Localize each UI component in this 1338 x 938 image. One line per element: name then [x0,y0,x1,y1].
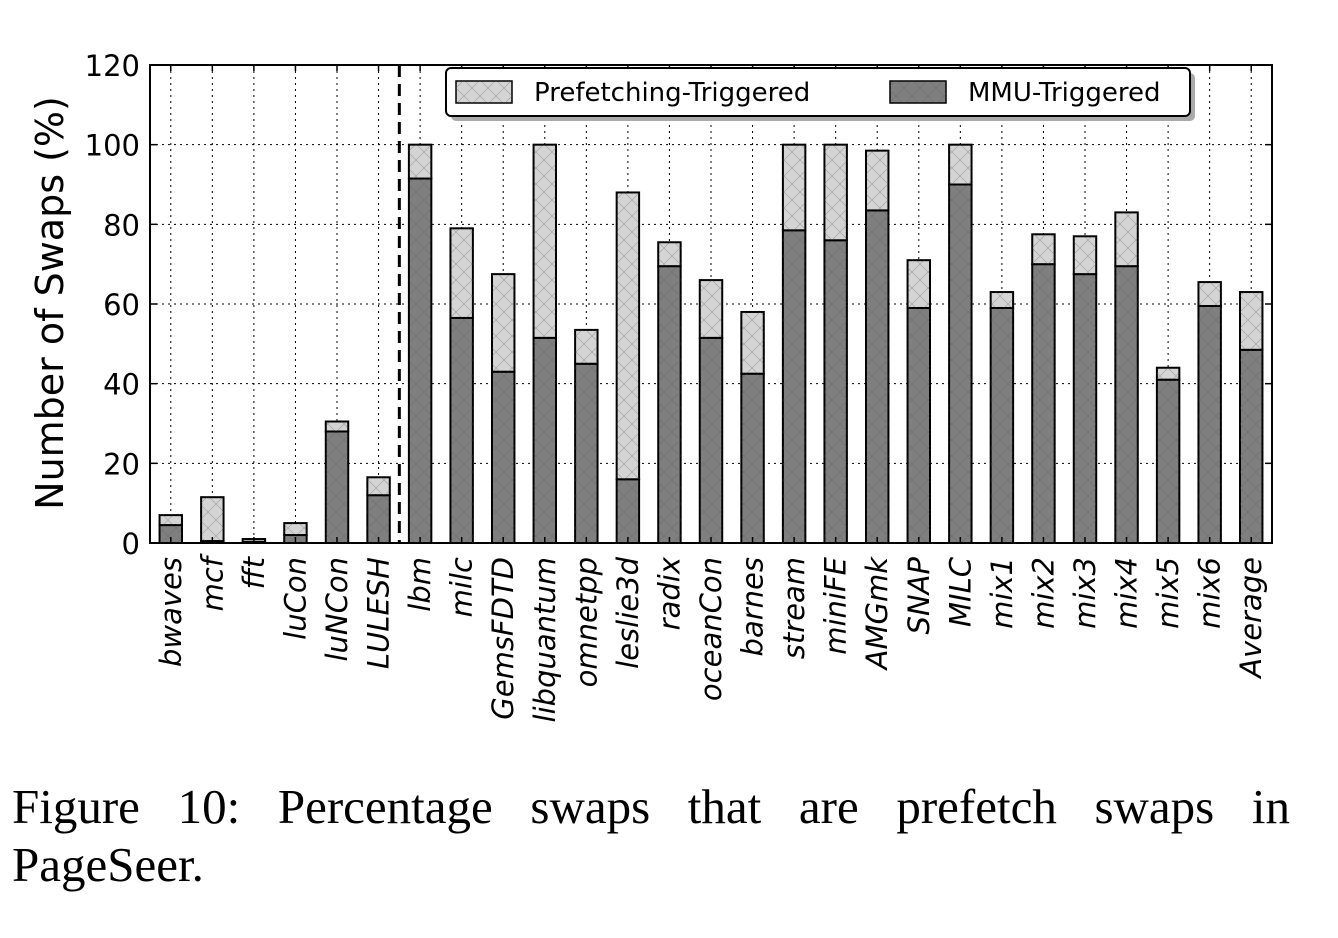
bar-mmu-hatch [1156,379,1180,543]
bar-prefetch-hatch [450,228,473,318]
legend-swatch-hatch [890,81,946,103]
x-tick-label: lbm [403,557,437,612]
bar-prefetch-hatch [782,144,806,231]
bar-prefetch-hatch [907,260,930,308]
bar-mmu-hatch [741,373,764,543]
x-tick-label: mix1 [985,557,1019,629]
y-tick-label: 120 [85,49,140,83]
x-tick-label: leslie3d [611,556,645,668]
bar-prefetch-hatch [325,421,349,432]
bar-mmu-hatch [658,266,681,543]
bar-prefetch-hatch [201,497,224,542]
bar-prefetch-hatch [284,523,307,536]
x-tick-label: milc [445,557,479,617]
x-tick-label: oceanCon [694,557,728,701]
x-tick-label: Average [1234,557,1268,680]
y-tick-label: 100 [85,129,140,163]
bar-prefetch-hatch [824,144,847,241]
bar-mmu-hatch [408,178,432,543]
bar-prefetch-hatch [575,329,598,364]
bar-mmu-hatch [1032,264,1055,543]
figure-caption: Figure 10: Percentage swaps that are pre… [12,779,1290,892]
bars [158,143,1264,545]
bar-mmu-hatch [575,363,598,543]
x-tick-label: mix6 [1193,557,1227,629]
bar-prefetch-hatch [658,242,681,267]
y-tick-label: 40 [103,368,140,402]
grid [150,65,1272,543]
bar-mmu-hatch [159,525,182,543]
bar-prefetch-hatch [367,477,390,496]
x-tick-label: mix4 [1110,557,1144,629]
bar-mmu-hatch [824,240,847,543]
x-tick-label: miniFE [819,556,853,654]
x-tick-label: AMGmk [860,556,894,672]
bar-prefetch-hatch [1198,282,1221,306]
x-tick-label: omnetpp [569,557,603,687]
x-tick-label: luNCon [320,557,354,662]
y-tick-label: 0 [122,527,140,561]
x-tick-label: mix2 [1026,557,1060,629]
legend-label: Prefetching-Triggered [534,78,810,108]
bar-prefetch-hatch [866,150,889,211]
legend: Prefetching-Triggered MMU-Triggered [445,67,1195,121]
x-tick-label: luCon [278,557,312,640]
bar-prefetch-hatch [492,274,515,372]
x-tick-label: stream [777,557,811,659]
bar-mmu-hatch [907,307,930,543]
x-tick-label: mix5 [1151,557,1185,629]
bar-mmu-hatch [367,495,390,543]
y-tick-labels: 0 20 40 60 80 100 120 [85,49,140,561]
bar-prefetch-hatch [990,292,1014,308]
bar-prefetch-hatch [1032,234,1055,265]
x-tick-label: radix [652,556,686,630]
bar-mmu-hatch [990,307,1014,543]
bar-mmu-hatch [533,337,556,543]
legend-swatch-hatch [456,81,512,103]
x-tick-label: LULESH [362,557,396,669]
y-tick-label: 20 [103,447,140,481]
axes [149,64,1273,544]
bar-prefetch-hatch [741,311,764,374]
legend-label: MMU-Triggered [968,78,1161,108]
bar-prefetch-hatch [949,144,972,185]
bar-mmu-hatch [492,371,515,543]
bar-mmu-hatch [782,230,806,543]
y-tick-label: 60 [103,288,140,322]
bar-mmu-hatch [616,479,640,543]
bar-mmu-hatch [1240,349,1263,543]
bar-mmu-hatch [866,210,889,543]
x-tick-label: libquantum [528,557,562,722]
bar-prefetch-hatch [616,192,640,480]
y-tick-label: 80 [103,208,140,242]
bar-mmu-hatch [1073,274,1097,543]
bar-prefetch-hatch [408,144,432,179]
bar-prefetch-hatch [699,280,723,338]
bar-prefetch-hatch [1240,292,1263,350]
bar-mmu-hatch [450,317,473,543]
y-axis-label: Number of Swaps (%) [28,96,72,510]
bar-mmu-hatch [1198,305,1221,543]
x-tick-label: barnes [736,557,770,656]
x-tick-label: GemsFDTD [486,557,520,720]
bar-mmu-hatch [699,337,723,543]
legend-box [445,67,1191,117]
x-tick-labels: bwaves mcf fft luCon luNCon LULESH lbm milc Gems… [154,553,1268,722]
bar-mmu-hatch [325,431,349,543]
x-tick-label: MILC [943,556,977,627]
x-tick-label: SNAP [902,556,936,634]
bar-prefetch-hatch [159,515,182,526]
stacked-bar-chart: bwaves mcf fft luCon luNCon LULESH lbm milc Gems… [28,49,1273,722]
x-tick-label: mix3 [1068,557,1102,629]
x-tick-label: bwaves [154,557,188,667]
bar-mmu-hatch [949,184,972,543]
bar-prefetch-hatch [1115,212,1138,267]
bar-mmu-hatch [1115,266,1138,543]
bar-prefetch-hatch [1073,236,1097,275]
bar-prefetch-hatch [1156,367,1180,380]
bar-prefetch-hatch [533,144,556,338]
x-tick-label: mcf [195,553,229,611]
x-tick-label: fft [237,555,271,589]
